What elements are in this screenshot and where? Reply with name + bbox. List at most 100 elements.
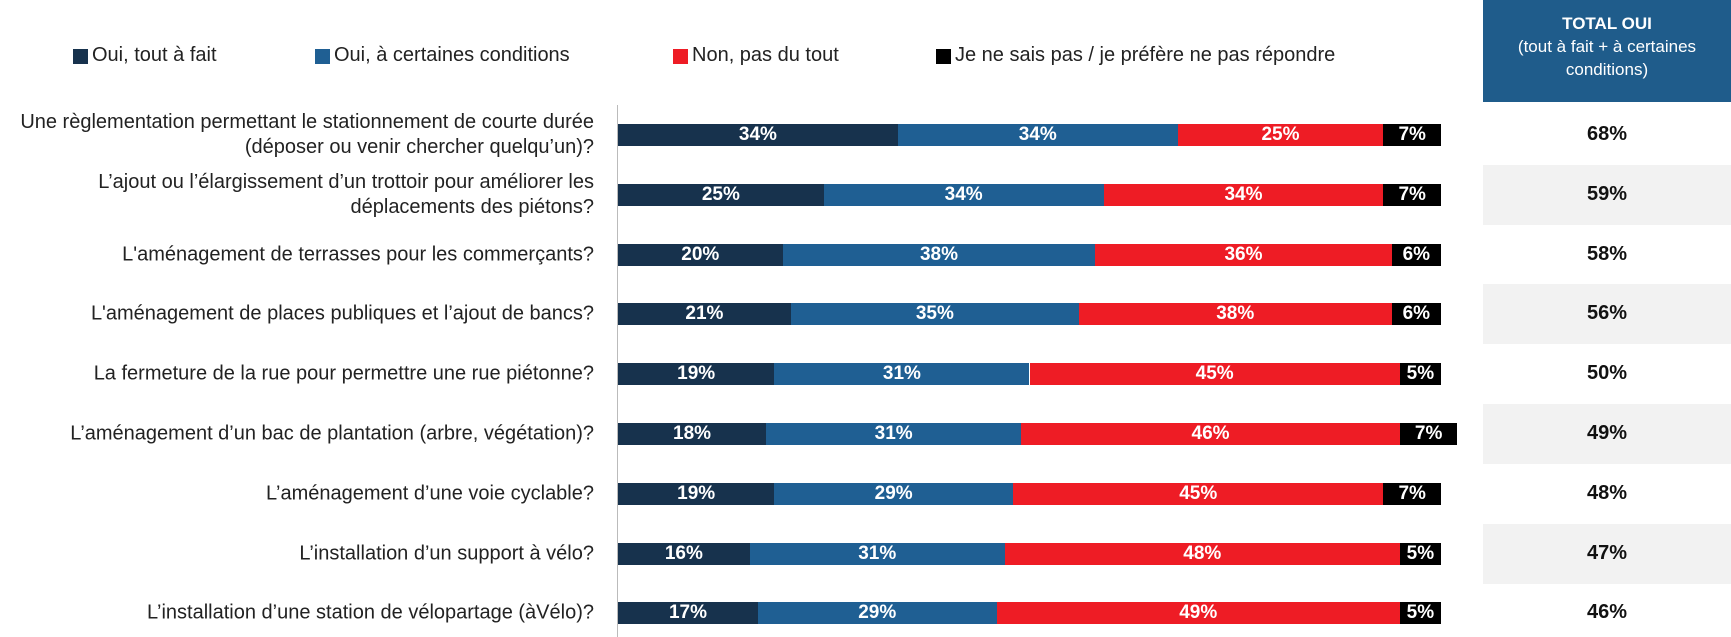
bar-segment: 29% [774,482,1014,505]
bar-segment: 7% [1383,124,1441,146]
total-value: 47% [1586,541,1628,564]
category-label: L’installation d’une station de vélopart… [147,601,594,624]
bar-segment: 19% [618,482,775,505]
bar-segment: 20% [618,243,783,266]
category-label: La fermeture de la rue pour permettre un… [93,362,594,385]
value-label: 5% [1406,542,1435,564]
value-label: 20% [681,243,720,265]
total-value: 56% [1586,302,1628,325]
bar-segment: 34% [823,183,1104,206]
axis-line [617,105,618,637]
bar-segment: 36% [1095,243,1392,266]
bar-segment: 7% [1383,183,1441,206]
legend-swatch [315,49,330,64]
bar-segment: 35% [790,303,1079,326]
bar-segment: 45% [1029,363,1400,386]
total-title: TOTAL OUI [1562,14,1652,33]
bar-segment: 21% [618,303,791,326]
value-label: 21% [685,303,724,325]
value-label: 7% [1414,423,1443,444]
value-label: 19% [677,363,716,385]
bar-segment: 5% [1399,602,1441,625]
value-label: 29% [858,602,897,624]
value-label: 45% [1195,363,1234,385]
bar-segment: 46% [1021,423,1400,445]
value-label: 35% [915,303,954,325]
legend-swatch [673,49,688,64]
value-label: 17% [668,602,707,624]
value-label: 48% [1183,542,1222,564]
total-value: 50% [1586,362,1628,385]
value-label: 34% [1224,183,1263,205]
bar-segment: 34% [618,124,898,146]
total-value: 48% [1586,481,1628,504]
value-label: 34% [1018,124,1057,145]
value-label: 38% [1216,303,1255,325]
value-label: 31% [882,363,921,385]
value-label: 7% [1398,482,1426,504]
row-band [1483,523,1731,584]
category-label: L’installation d’un support à vélo? [299,542,594,565]
bar-segment: 31% [749,542,1005,565]
legend-label: Non, pas du tout [692,44,839,66]
bar-segment: 31% [774,363,1030,386]
row-band [1483,164,1731,225]
value-label: 29% [874,482,913,504]
bar-segment: 34% [1103,183,1384,206]
legend-label: Je ne sais pas / je préfère ne pas répon… [955,44,1336,66]
bar-segment: 34% [897,124,1178,146]
bar-segment: 6% [1391,303,1441,326]
value-label: 36% [1224,243,1263,265]
value-label: 7% [1398,183,1426,205]
row-band [1483,284,1731,345]
bar-segment: 38% [1078,303,1392,326]
bar-segment: 29% [757,602,997,625]
value-label: 5% [1406,363,1435,385]
bar-segment: 17% [618,602,758,625]
value-label: 49% [1179,602,1218,624]
bar-segment: 5% [1399,363,1441,386]
category-label: L’aménagement d’une voie cyclable? [266,482,594,505]
value-label: 25% [701,183,740,205]
legend-label: Oui, à certaines conditions [334,44,570,66]
bar-segment: 18% [618,423,767,445]
total-subtitle: (tout à fait + à certaines conditions) [1517,37,1697,79]
category-label: L'aménagement de terrasses pour les comm… [122,243,594,266]
bar-segment: 49% [996,602,1400,625]
bar-segment: 6% [1391,243,1441,266]
bar-segment: 38% [782,243,1096,266]
bar-segment: 19% [618,363,775,386]
legend-label: Oui, tout à fait [92,44,217,66]
legend-swatch [936,49,951,64]
value-label: 46% [1191,423,1230,444]
value-label: 31% [874,423,913,444]
value-label: 25% [1261,124,1300,145]
value-label: 6% [1402,243,1431,265]
bar-segment: 7% [1399,423,1458,445]
total-value: 46% [1586,601,1628,624]
total-header: TOTAL OUI (tout à fait + à certaines con… [1483,0,1731,102]
value-label: 34% [738,124,777,145]
value-label: 45% [1179,482,1218,504]
category-label: Une règlementation permettant le station… [20,111,594,158]
total-value: 59% [1586,182,1628,205]
legend-swatch [73,49,88,64]
value-label: 34% [944,183,983,205]
value-label: 38% [919,243,958,265]
category-label: L’aménagement d’un bac de plantation (ar… [70,422,594,445]
value-label: 6% [1402,303,1431,325]
bar-segment: 7% [1383,482,1441,505]
value-label: 19% [677,482,716,504]
bar-segment: 16% [618,542,750,565]
bar-segment: 25% [618,183,824,206]
value-label: 16% [664,542,703,564]
row-band [1483,404,1731,464]
total-value: 58% [1586,242,1628,265]
bar-segment: 48% [1004,542,1400,565]
bar-segment: 31% [766,423,1022,445]
bar-segment: 45% [1013,482,1384,505]
value-label: 31% [858,542,897,564]
total-value: 68% [1586,123,1628,145]
bar-segment: 25% [1177,124,1384,146]
